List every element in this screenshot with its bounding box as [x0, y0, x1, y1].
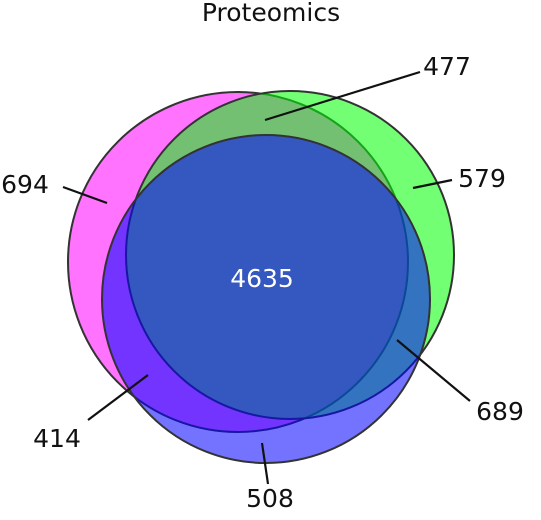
region-count: 508 [246, 484, 294, 513]
leader-line [87, 374, 149, 421]
region-count: 579 [458, 164, 506, 193]
region-count: 694 [1, 170, 49, 199]
leader-line [62, 185, 108, 205]
region-count: 4635 [230, 264, 294, 293]
chart-title: Proteomics [202, 0, 340, 27]
region-count: 477 [423, 52, 471, 81]
region-count: 689 [476, 397, 524, 426]
set-circle [101, 134, 431, 464]
leader-line [412, 178, 453, 190]
region-count: 414 [33, 424, 81, 453]
leader-line [264, 70, 421, 122]
leader-line [396, 339, 471, 402]
leader-line [260, 442, 270, 485]
